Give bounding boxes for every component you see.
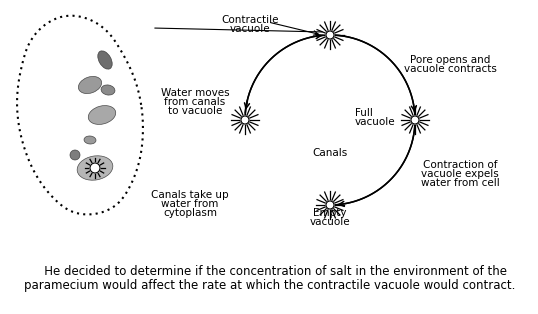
Text: Canals take up: Canals take up <box>151 190 229 200</box>
Text: water from: water from <box>161 199 218 209</box>
Text: cytoplasm: cytoplasm <box>163 208 217 218</box>
Text: Pore opens and: Pore opens and <box>410 55 490 65</box>
Circle shape <box>326 31 334 39</box>
Text: Empty: Empty <box>313 208 347 218</box>
Ellipse shape <box>79 76 102 94</box>
Ellipse shape <box>88 106 116 124</box>
Text: Contraction of: Contraction of <box>423 160 497 170</box>
Text: vacuole contracts: vacuole contracts <box>404 64 497 74</box>
Ellipse shape <box>101 85 115 95</box>
Text: vacuole: vacuole <box>355 117 395 127</box>
Text: Water moves: Water moves <box>161 88 229 98</box>
Circle shape <box>90 163 100 173</box>
Ellipse shape <box>84 136 96 144</box>
Text: paramecium would affect the rate at which the contractile vacuole would contract: paramecium would affect the rate at whic… <box>24 279 516 292</box>
Circle shape <box>411 116 419 124</box>
Ellipse shape <box>70 150 80 160</box>
Ellipse shape <box>98 51 112 69</box>
Text: from canals: from canals <box>165 97 225 107</box>
Text: vacuole expels: vacuole expels <box>421 169 499 179</box>
Circle shape <box>241 116 249 124</box>
Text: Contractile: Contractile <box>221 15 279 25</box>
Circle shape <box>326 201 334 209</box>
Text: vacuole: vacuole <box>230 24 270 34</box>
Text: to vacuole: to vacuole <box>168 106 222 116</box>
Text: water from cell: water from cell <box>421 178 499 188</box>
Text: He decided to determine if the concentration of salt in the environment of the: He decided to determine if the concentra… <box>33 265 507 278</box>
Text: Full: Full <box>355 108 373 118</box>
Text: vacuole: vacuole <box>310 217 350 227</box>
Text: Canals: Canals <box>313 148 348 158</box>
Ellipse shape <box>77 156 113 180</box>
